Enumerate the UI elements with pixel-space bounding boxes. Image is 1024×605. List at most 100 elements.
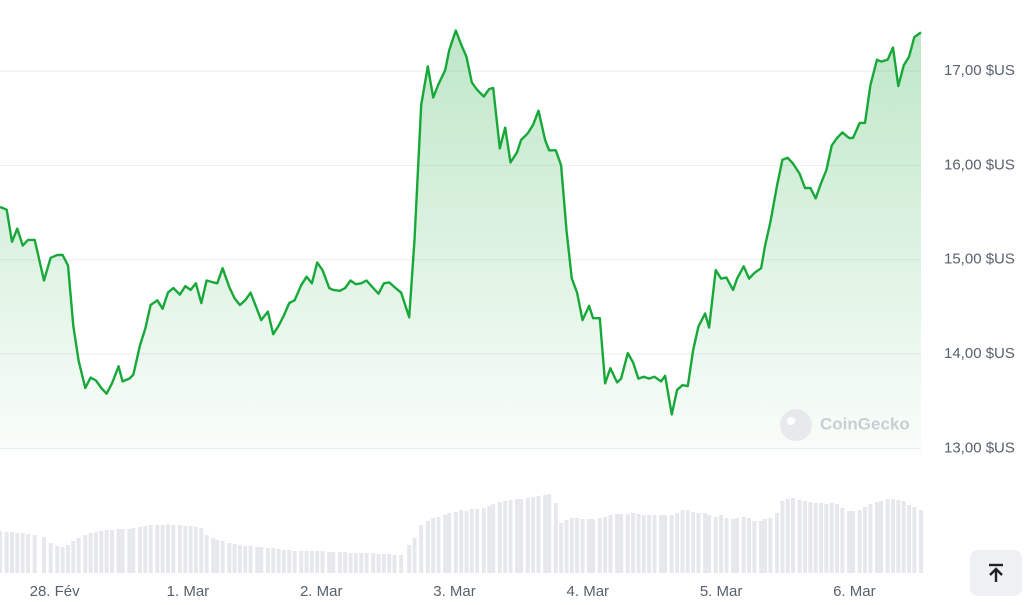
watermark-logo-eye xyxy=(787,417,795,425)
x-tick-label: 5. Mar xyxy=(700,583,743,600)
volume-bar xyxy=(193,527,198,573)
volume-bar xyxy=(907,505,912,573)
volume-bar xyxy=(137,527,142,573)
volume-bar xyxy=(553,503,558,573)
volume-bar xyxy=(819,503,824,573)
volume-bar xyxy=(885,499,890,573)
volume-bar xyxy=(15,533,20,573)
volume-bar xyxy=(803,501,808,573)
volume-bar xyxy=(359,553,364,573)
x-tick-label: 1. Mar xyxy=(167,583,210,600)
x-tick-label: 6. Mar xyxy=(833,583,876,600)
volume-bar xyxy=(165,524,170,573)
volume-bar xyxy=(879,501,884,573)
volume-bar xyxy=(299,551,304,573)
volume-bar xyxy=(215,540,220,573)
volume-bar xyxy=(896,500,901,573)
volume-bar xyxy=(309,551,314,573)
volume-bar xyxy=(652,515,657,573)
volume-bar xyxy=(55,546,60,573)
volume-bar xyxy=(808,502,813,573)
volume-bar xyxy=(364,553,369,573)
volume-bar xyxy=(680,510,685,573)
volume-bar xyxy=(891,499,896,573)
scroll-top-button[interactable] xyxy=(970,550,1022,596)
volume-bar xyxy=(752,521,757,573)
volume-bar xyxy=(696,513,701,573)
volume-bar xyxy=(647,515,652,573)
volume-bar xyxy=(469,509,474,573)
y-tick-label: 13,00 $US xyxy=(944,439,1015,456)
volume-bar xyxy=(775,513,780,573)
volume-bar xyxy=(287,550,292,573)
volume-bar xyxy=(381,554,386,573)
volume-bar xyxy=(436,517,441,573)
volume-bar xyxy=(48,543,53,573)
volume-bar xyxy=(536,496,541,573)
volume-bar xyxy=(851,511,856,573)
y-tick-label: 16,00 $US xyxy=(944,156,1015,173)
y-tick-label: 14,00 $US xyxy=(944,345,1015,362)
volume-bar xyxy=(481,508,486,573)
volume-bar xyxy=(131,528,136,573)
volume-bar xyxy=(399,555,404,573)
volume-bar xyxy=(631,513,636,573)
volume-bar xyxy=(619,514,624,573)
watermark-text: CoinGecko xyxy=(820,414,910,433)
volume-bar xyxy=(255,547,260,573)
volume-bar xyxy=(669,515,674,573)
volume-bar xyxy=(724,518,729,573)
scroll-top-icon xyxy=(989,563,1003,582)
volume-bar xyxy=(525,498,530,573)
volume-bar xyxy=(741,517,746,573)
volume-bar xyxy=(171,525,176,573)
volume-bar xyxy=(304,551,309,573)
volume-bar xyxy=(348,553,353,573)
volume-bar xyxy=(232,544,237,573)
volume-bar xyxy=(320,551,325,573)
volume-bar xyxy=(591,519,596,573)
volume-bar xyxy=(25,534,30,573)
watermark-logo xyxy=(780,409,812,441)
volume-bar xyxy=(731,519,736,573)
x-tick-label: 4. Mar xyxy=(567,583,610,600)
volume-bar xyxy=(759,521,764,573)
volume-bar xyxy=(271,548,276,573)
volume-bar xyxy=(847,511,852,573)
volume-bar xyxy=(791,498,796,573)
volume-bar xyxy=(199,528,204,573)
y-tick-label: 17,00 $US xyxy=(944,62,1015,79)
volume-bar xyxy=(327,552,332,573)
volume-bar xyxy=(515,499,520,573)
volume-bar xyxy=(265,548,270,573)
volume-bar xyxy=(371,553,376,573)
volume-bar xyxy=(93,532,98,573)
volume-bar xyxy=(160,525,165,573)
volume-bar xyxy=(116,529,121,573)
volume-bar xyxy=(464,511,469,573)
volume-bar xyxy=(487,506,492,573)
volume-bar xyxy=(281,550,286,573)
volume-bar xyxy=(315,551,320,573)
volume-bar xyxy=(0,531,2,573)
volume-bar xyxy=(797,500,802,573)
volume-bar xyxy=(747,518,752,573)
volume-bar xyxy=(331,552,336,573)
volume-bar xyxy=(503,501,508,573)
volume-bar xyxy=(780,501,785,573)
volume-bar xyxy=(508,500,513,573)
volume-bar xyxy=(211,538,216,573)
volume-bar xyxy=(459,510,464,573)
volume-bar xyxy=(88,533,93,573)
volume-bar xyxy=(615,514,620,573)
volume-bar xyxy=(675,513,680,573)
volume-bar xyxy=(76,538,81,573)
volume-bar xyxy=(9,532,14,573)
volume-bar xyxy=(412,538,417,573)
volume-bar xyxy=(20,533,25,573)
volume-bar xyxy=(431,518,436,573)
volume-bar xyxy=(71,541,76,573)
volume-bar xyxy=(41,537,46,573)
volume-bar xyxy=(824,504,829,573)
volume-bar xyxy=(276,549,281,573)
